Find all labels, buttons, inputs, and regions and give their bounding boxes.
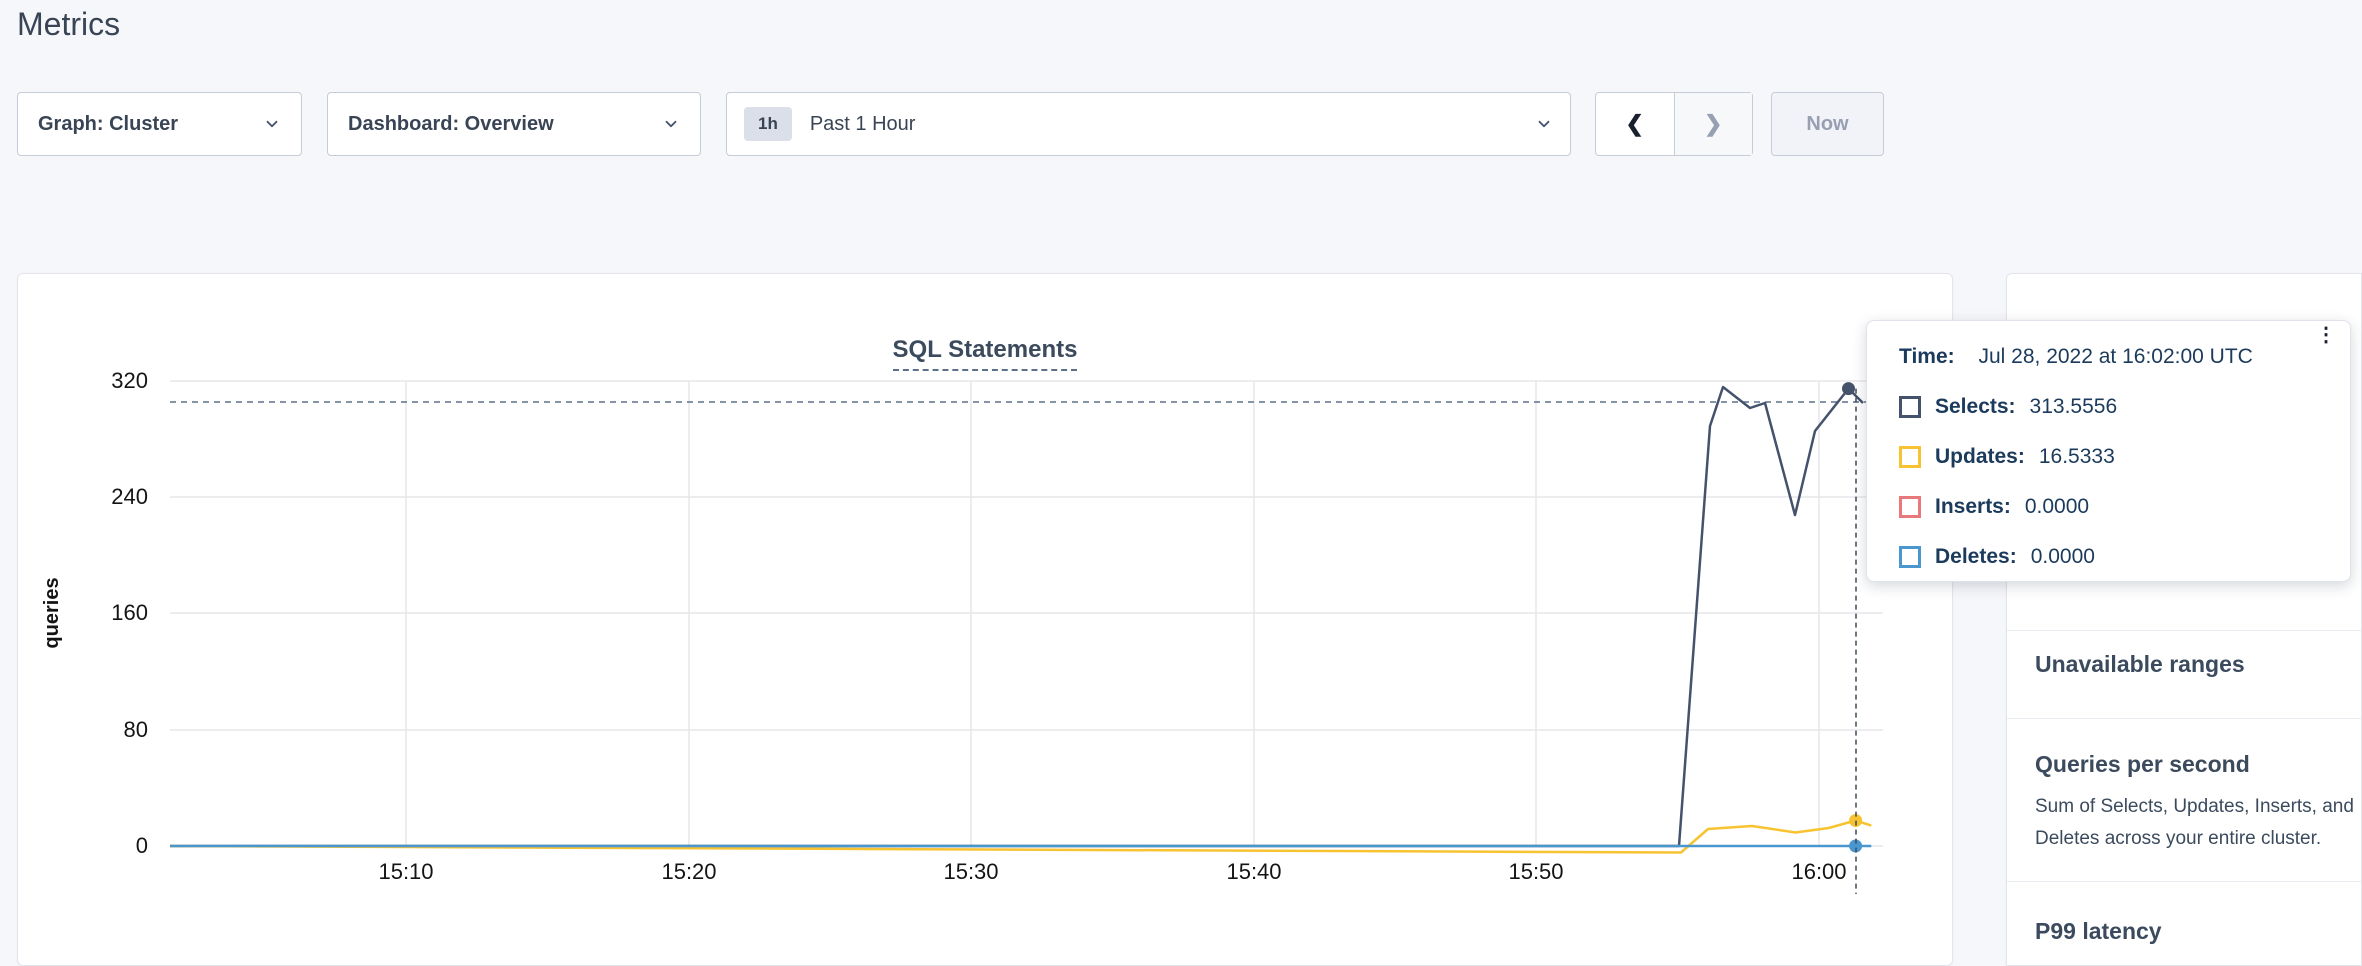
svg-text:160: 160 (111, 600, 148, 625)
svg-text:16:00: 16:00 (1791, 859, 1846, 884)
svg-text:15:40: 15:40 (1226, 859, 1281, 884)
svg-text:240: 240 (111, 484, 148, 509)
svg-text:15:30: 15:30 (943, 859, 998, 884)
svg-text:15:10: 15:10 (378, 859, 433, 884)
svg-text:queries: queries (41, 577, 63, 648)
svg-text:320: 320 (111, 368, 148, 393)
svg-text:0: 0 (136, 833, 148, 858)
svg-text:80: 80 (124, 717, 148, 742)
svg-text:15:20: 15:20 (661, 859, 716, 884)
svg-text:15:50: 15:50 (1508, 859, 1563, 884)
